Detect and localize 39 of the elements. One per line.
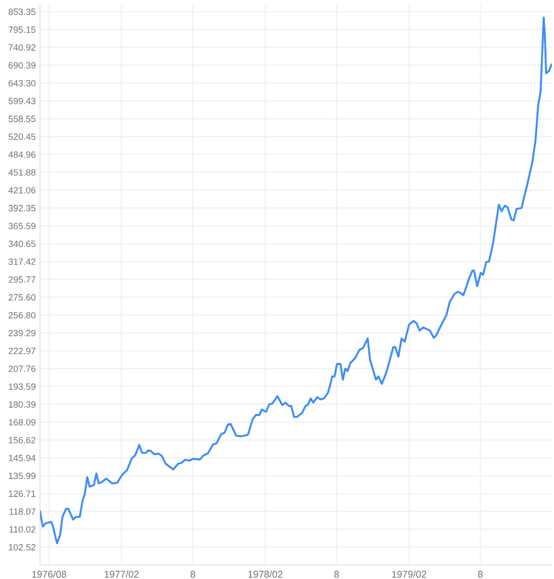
y-tick-label: 643.30 bbox=[8, 80, 36, 86]
x-tick-label: 1979/02 bbox=[392, 570, 426, 578]
y-tick-label: 340.65 bbox=[8, 240, 36, 248]
x-tick-label: 1976/08 bbox=[32, 570, 66, 578]
x-tick-label: 1978/02 bbox=[248, 570, 282, 578]
y-tick-label: 102.52 bbox=[8, 544, 36, 550]
y-tick-label: 118.07 bbox=[10, 508, 36, 515]
y-tick-label: 421.06 bbox=[8, 187, 36, 194]
y-tick-label: 135.99 bbox=[8, 472, 36, 480]
y-tick-label: 295.77 bbox=[8, 276, 36, 283]
y-tick-label: 222.97 bbox=[8, 348, 36, 354]
y-tick-label: 207.76 bbox=[8, 366, 36, 372]
y-tick-label: 193.59 bbox=[8, 383, 36, 390]
y-tick-label: 126.71 bbox=[8, 490, 36, 497]
y-tick-label: 520.45 bbox=[8, 134, 36, 140]
y-tick-label: 484.96 bbox=[8, 151, 36, 158]
y-tick-label: 156.62 bbox=[8, 436, 36, 444]
y-tick-label: 239.29 bbox=[8, 330, 36, 336]
y-tick-label: 365.59 bbox=[8, 222, 36, 230]
x-tick-label: 8 bbox=[334, 570, 339, 578]
x-tick-label: 8 bbox=[190, 570, 196, 578]
line-series bbox=[40, 16, 552, 544]
y-tick-label: 795.15 bbox=[8, 26, 36, 33]
y-tick-label: 451.88 bbox=[8, 169, 36, 176]
y-tick-label: 180.39 bbox=[8, 401, 36, 408]
y-tick-label: 110.02 bbox=[10, 526, 36, 533]
y-tick-label: 256.80 bbox=[8, 312, 36, 318]
y-tick-label: 275.60 bbox=[8, 294, 36, 301]
y-tick-label: 145.94 bbox=[8, 454, 36, 462]
y-tick-label: 740.92 bbox=[8, 44, 36, 51]
y-tick-label: 317.42 bbox=[8, 258, 36, 265]
y-tick-label: 853.35 bbox=[8, 8, 36, 15]
y-tick-label: 599.43 bbox=[8, 98, 36, 104]
y-tick-label: 168.09 bbox=[8, 419, 36, 426]
x-tick-label: 8 bbox=[478, 570, 483, 578]
y-tick-label: 690.39 bbox=[8, 62, 36, 69]
y-tick-label: 558.55 bbox=[8, 116, 36, 122]
y-tick-label: 392.35 bbox=[8, 204, 36, 212]
x-tick-label: 1977/02 bbox=[104, 570, 139, 578]
